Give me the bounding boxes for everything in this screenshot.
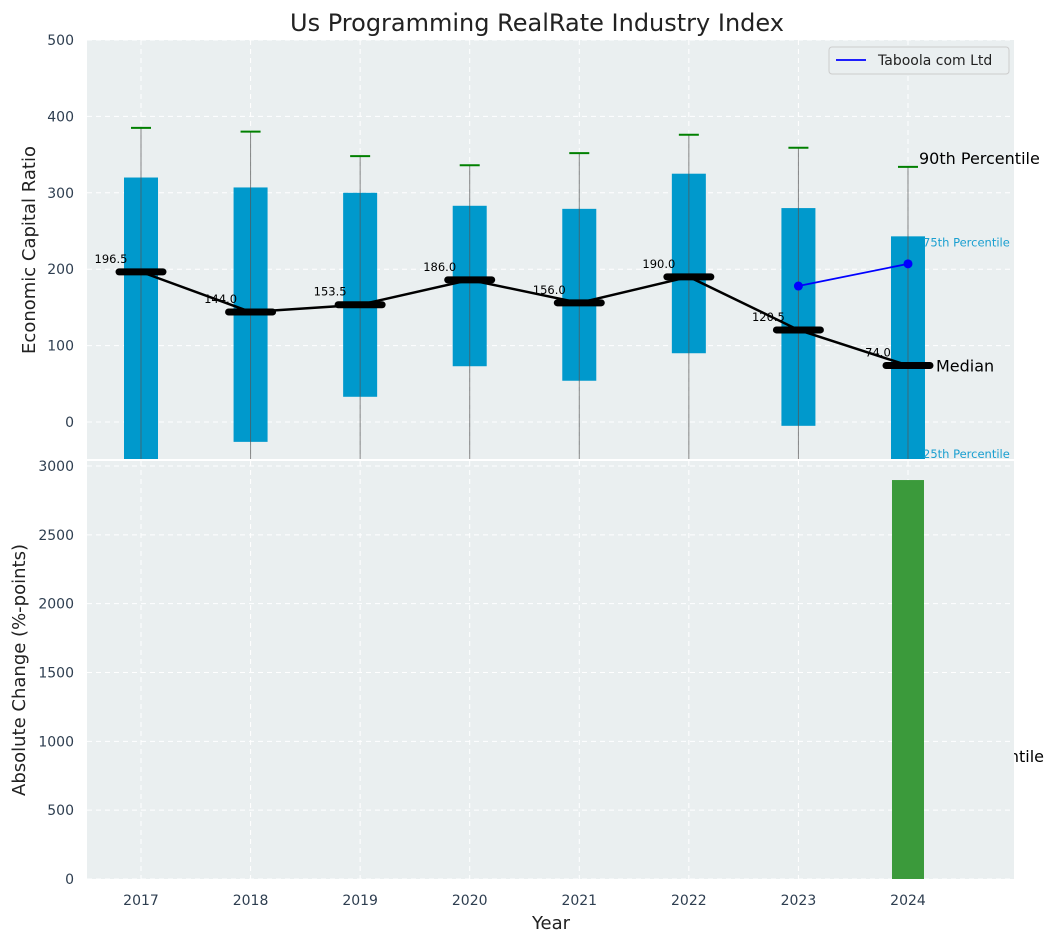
median-label: 190.0 [642,257,675,271]
top-ytick-label: 500 [47,33,74,49]
bottom-ytick-label: 2500 [38,528,74,544]
top-ylabel: Economic Capital Ratio [19,146,40,354]
xtick-label: 2022 [671,893,707,909]
top-ytick-label: 0 [65,415,74,431]
annotation-p75: 75th Percentile [923,235,1010,249]
bottom-ytick-label: 2000 [38,597,74,613]
series-point-taboola [903,259,913,269]
bottom-panel [87,461,1014,879]
chart-title: Us Programming RealRate Industry Index [290,9,784,37]
top-ytick-label: 200 [47,262,74,278]
legend-label-taboola: Taboola com Ltd [877,53,992,69]
annotation-p90: 90th Percentile [919,149,1040,168]
top-panel [87,40,1014,459]
median-label: 120.5 [752,310,785,324]
bottom-ylabel: Absolute Change (%-points) [9,544,30,796]
xtick-label: 2017 [123,893,159,909]
bottom-ytick-label: 0 [65,872,74,888]
bottom-ytick-label: 1000 [38,734,74,750]
series-line-taboola [798,262,909,287]
box-group [115,126,934,459]
top-ytick-label: 100 [47,339,74,355]
legend: Taboola com Ltd [828,46,1010,75]
median-label: 196.5 [95,252,128,266]
xtick-label: 2020 [452,893,488,909]
median-label: 144.0 [204,292,237,306]
bar-2024 [891,480,924,879]
series-point-taboola [793,281,803,291]
annotation-p25: 25th Percentile [923,447,1010,461]
xtick-label: 2023 [781,893,817,909]
top-ytick-label: 400 [47,109,74,125]
legend-box [828,46,1010,75]
xtick-label: 2018 [233,893,269,909]
bottom-ytick-label: 3000 [38,459,74,475]
bottom-ytick-label: 1500 [38,666,74,682]
xtick-label: 2024 [890,893,926,909]
median-label: 153.5 [314,285,347,299]
median-label: 186.0 [423,260,456,274]
xtick-label: 2021 [561,893,597,909]
median-label: 156.0 [533,283,566,297]
bottom-ytick-label: 500 [47,803,74,819]
median-label: 74.0 [865,345,891,359]
annotation-median: Median [936,356,994,375]
top-ytick-label: 300 [47,186,74,202]
xtick-label: 2019 [342,893,378,909]
xlabel: Year [531,913,571,934]
